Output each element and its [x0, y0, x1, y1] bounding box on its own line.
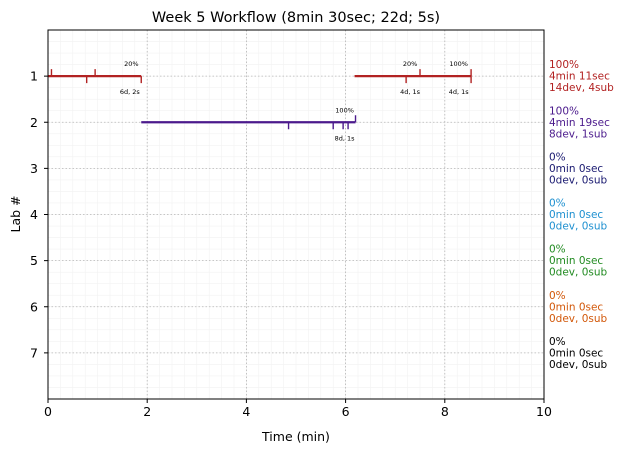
lab-1-annotation: 4d, 1s	[400, 88, 421, 96]
grid-layer	[47, 29, 545, 400]
marks-layer: 20% 6d, 2s 20% 4d, 1s 100% 4d, 1s 100% 8d, 1s	[48, 60, 472, 142]
lab-4-summary-line: 0%	[549, 198, 566, 210]
lab-5-summary-line: 0%	[549, 244, 566, 256]
x-tick-label: 10	[536, 404, 552, 419]
y-tick-label: 4	[30, 207, 38, 222]
lab-4-summary-line: 0dev, 0sub	[549, 221, 608, 233]
y-tick-label: 1	[30, 69, 38, 84]
lab-1-annotation: 20%	[124, 60, 138, 68]
lab-5-summary-line: 0min 0sec	[549, 255, 603, 267]
lab-2-annotation: 8d, 1s	[335, 134, 356, 142]
lab-1-annotation: 6d, 2s	[120, 88, 141, 96]
x-tick-label: 4	[242, 404, 250, 419]
lab-1-summary-line: 4min 11sec	[549, 71, 610, 83]
lab-7-summary-line: 0min 0sec	[549, 347, 603, 359]
lab-1-annotation: 4d, 1s	[449, 88, 470, 96]
lab-1-summary-line: 100%	[549, 59, 579, 71]
lab-1-annotation: 20%	[403, 60, 417, 68]
lab-5-summary-line: 0dev, 0sub	[549, 267, 608, 279]
lab-6-summary-line: 0min 0sec	[549, 301, 603, 313]
lab-2-summary-line: 8dev, 1sub	[549, 128, 608, 140]
lab-3-summary-line: 0dev, 0sub	[549, 174, 608, 186]
x-axis-label: Time (min)	[261, 429, 330, 444]
lab-1-summary-line: 14dev, 4sub	[549, 82, 614, 94]
y-tick-label: 6	[30, 299, 38, 314]
x-tick-label: 6	[342, 404, 350, 419]
lab-7-summary-line: 0dev, 0sub	[549, 359, 608, 371]
lab-4-summary-line: 0min 0sec	[549, 209, 603, 221]
chart-title: Week 5 Workflow (8min 30sec; 22d; 5s)	[152, 10, 440, 26]
lab-1-annotation: 100%	[449, 60, 468, 68]
lab-3-summary-line: 0min 0sec	[549, 163, 603, 175]
lab-3-summary-line: 0%	[549, 151, 566, 163]
lab-2-summary-line: 4min 19sec	[549, 117, 610, 129]
y-tick-label: 2	[30, 115, 38, 130]
x-tick-label: 0	[44, 404, 52, 419]
lab-7-summary-line: 0%	[549, 336, 566, 348]
lab-6-summary-line: 0dev, 0sub	[549, 313, 608, 325]
lab-2-summary-line: 100%	[549, 105, 579, 117]
lab-6-summary-line: 0%	[549, 290, 566, 302]
y-axis-label: Lab #	[8, 195, 23, 232]
y-tick-label: 5	[30, 253, 38, 268]
x-tick-label: 8	[441, 404, 449, 419]
y-tick-label: 7	[30, 345, 38, 360]
y-tick-label: 3	[30, 161, 38, 176]
x-tick-label: 2	[143, 404, 151, 419]
lab-2-annotation: 100%	[335, 106, 354, 114]
